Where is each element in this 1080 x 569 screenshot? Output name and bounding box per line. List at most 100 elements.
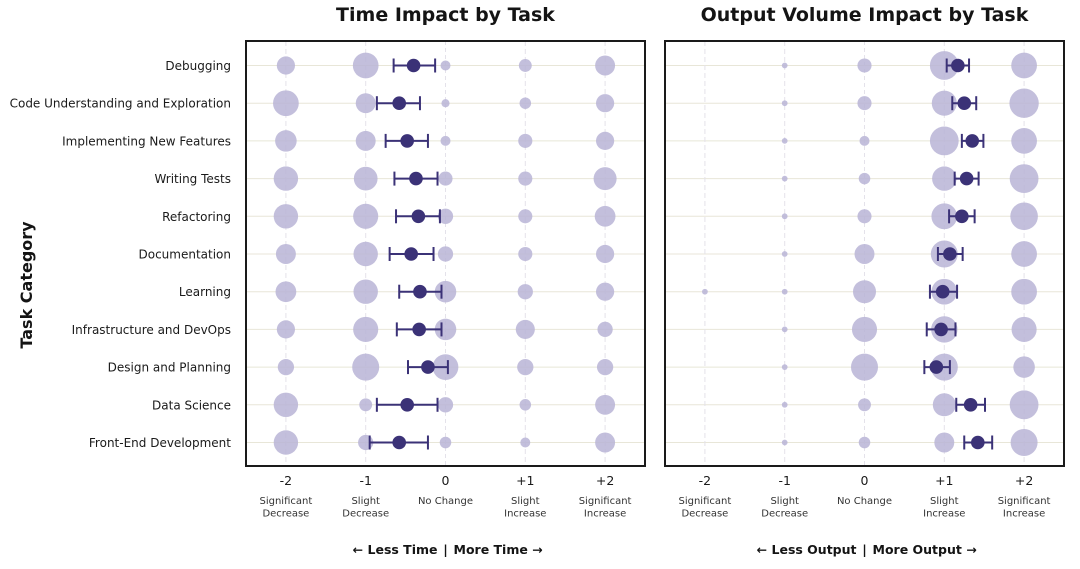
response-share-bubble: [520, 437, 531, 448]
category-label: Documentation: [138, 248, 231, 262]
response-share-bubble: [518, 59, 532, 72]
response-share-bubble: [929, 51, 959, 80]
mean-marker: [959, 171, 974, 186]
mean-marker: [951, 58, 965, 73]
response-share-bubble: [595, 55, 616, 76]
response-share-bubble: [858, 398, 871, 412]
direction-left: ← Less Output: [757, 542, 857, 557]
mean-marker: [392, 96, 407, 110]
tick-description: Slight: [930, 496, 959, 507]
mean-marker: [971, 435, 985, 450]
tick-description: Significant: [579, 496, 632, 507]
direction-right: More Output →: [873, 542, 977, 557]
mean-marker: [400, 398, 414, 412]
response-share-bubble: [781, 175, 788, 182]
mean-marker: [963, 398, 978, 412]
mean-marker: [409, 171, 423, 186]
category-label: Design and Planning: [108, 361, 231, 375]
response-share-bubble: [781, 364, 788, 370]
response-share-bubble: [854, 244, 875, 264]
category-label: Infrastructure and DevOps: [72, 323, 231, 337]
response-share-bubble: [275, 281, 297, 303]
response-share-bubble: [276, 56, 295, 75]
tick-description: Increase: [584, 509, 626, 520]
mean-marker: [935, 284, 950, 299]
response-share-bubble: [932, 393, 956, 417]
response-share-bubble: [352, 52, 379, 79]
response-share-bubble: [440, 60, 451, 71]
response-share-bubble: [439, 436, 452, 449]
tick-label: 0: [861, 473, 869, 488]
response-share-bubble: [781, 326, 788, 333]
panel-title: Time Impact by Task: [336, 4, 555, 26]
response-share-bubble: [1011, 278, 1037, 305]
response-share-bubble: [275, 130, 297, 152]
mean-marker: [929, 360, 944, 374]
category-label: Refactoring: [162, 210, 231, 224]
response-share-bubble: [781, 62, 788, 69]
response-share-bubble: [352, 353, 380, 381]
mean-marker: [411, 209, 426, 224]
plot-frame: [245, 40, 646, 467]
tick-description: Slight: [511, 496, 540, 507]
response-share-bubble: [518, 133, 533, 148]
tick-description: Decrease: [681, 509, 728, 520]
tick-description: No Change: [837, 496, 892, 507]
response-share-bubble: [1013, 356, 1035, 378]
mean-marker: [406, 58, 421, 73]
response-share-bubble: [273, 204, 299, 229]
response-share-bubble: [518, 209, 533, 224]
tick-label: +2: [1015, 473, 1033, 488]
response-share-bubble: [441, 99, 450, 108]
response-share-bubble: [1009, 164, 1039, 193]
category-label: Debugging: [165, 59, 231, 73]
response-share-bubble: [519, 399, 532, 411]
response-share-bubble: [1011, 241, 1037, 267]
response-share-bubble: [273, 392, 299, 418]
response-share-bubble: [932, 166, 957, 191]
category-label: Learning: [179, 285, 231, 299]
response-share-bubble: [781, 251, 788, 257]
category-label: Code Understanding and Exploration: [10, 97, 231, 111]
response-share-bubble: [517, 358, 534, 376]
response-share-bubble: [1011, 128, 1037, 154]
response-share-bubble: [851, 316, 878, 342]
response-share-bubble: [934, 432, 955, 453]
response-share-bubble: [434, 280, 457, 303]
response-share-bubble: [515, 319, 535, 339]
y-axis-title: Task Category: [17, 221, 36, 349]
response-share-bubble: [1009, 88, 1039, 118]
direction-left: ← Less Time: [353, 542, 438, 557]
response-share-bubble: [596, 244, 615, 264]
tick-description: Significant: [260, 496, 313, 507]
response-share-bubble: [1010, 429, 1038, 456]
tick-description: Increase: [1003, 509, 1045, 520]
response-share-bubble: [596, 131, 615, 150]
response-share-bubble: [781, 439, 788, 446]
response-share-bubble: [438, 171, 453, 186]
response-share-bubble: [353, 203, 379, 229]
response-share-bubble: [518, 246, 533, 262]
response-share-bubble: [273, 166, 299, 191]
response-share-bubble: [355, 93, 376, 114]
response-share-bubble: [440, 135, 451, 146]
response-share-bubble: [273, 430, 299, 455]
response-share-bubble: [519, 97, 532, 109]
tick-description: No Change: [418, 496, 473, 507]
response-share-bubble: [277, 358, 295, 376]
tick-description: Decrease: [761, 509, 808, 520]
tick-label: -2: [280, 473, 292, 488]
response-share-bubble: [781, 138, 788, 144]
direction-right: More Time →: [454, 542, 543, 557]
tick-description: Decrease: [262, 509, 309, 520]
response-share-bubble: [1010, 202, 1038, 231]
response-share-bubble: [858, 436, 871, 449]
category-label: Data Science: [152, 398, 231, 412]
direction-separator: |: [862, 542, 867, 557]
tick-description: Increase: [504, 509, 546, 520]
response-share-bubble: [1011, 52, 1037, 79]
response-share-bubble: [437, 246, 454, 262]
response-share-bubble: [781, 100, 788, 107]
output-impact-panel: Output Volume Impact by Task -2 Significan…: [664, 4, 1065, 557]
response-share-bubble: [781, 213, 788, 220]
